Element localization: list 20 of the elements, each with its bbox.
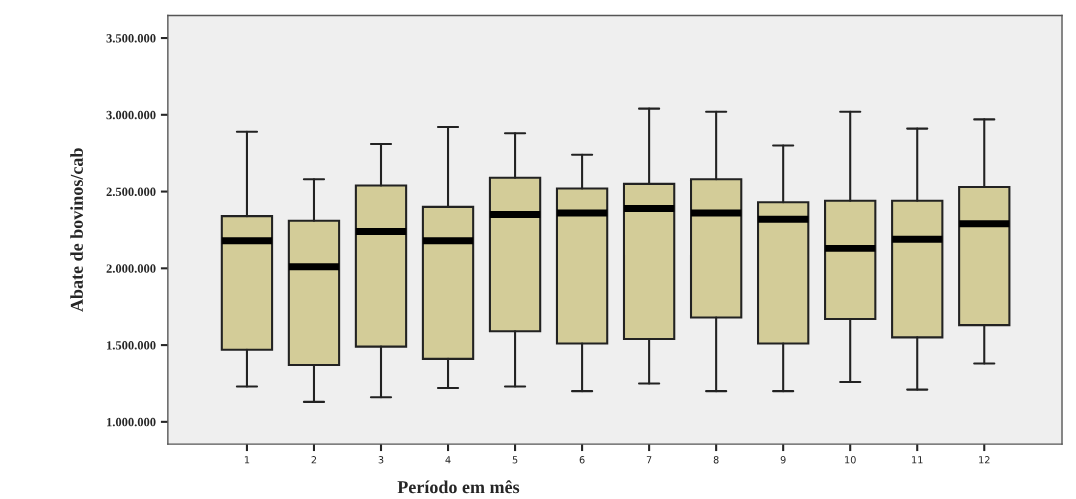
x-tick-label: 9 (780, 456, 786, 464)
y-tick-label: 2.000.000 (106, 264, 156, 273)
x-tick-label: 3 (378, 456, 384, 464)
y-tick-label: 3.000.000 (106, 110, 156, 120)
y-axis-title: Abate de bovinos/cab (70, 148, 83, 312)
y-tick-label: 2.500.000 (106, 187, 156, 197)
x-tick-label: 8 (713, 456, 719, 464)
x-tick-label: 7 (646, 456, 652, 464)
x-axis-title: Período em mês (397, 480, 520, 494)
x-tick-label: 6 (579, 456, 585, 464)
y-tick-label: 1.000.000 (107, 417, 156, 427)
x-tick-label: 2 (311, 456, 317, 464)
x-tick-label: 12 (979, 456, 990, 464)
x-tick-label: 1 (244, 456, 250, 464)
x-tick-label: 5 (512, 456, 518, 464)
x-tick-label: 10 (845, 456, 856, 464)
x-tick-label: 11 (912, 456, 923, 464)
x-tick-label: 4 (445, 456, 451, 464)
y-tick-label: 1.500.000 (107, 341, 156, 350)
y-tick-label: 3.500.000 (106, 34, 156, 43)
